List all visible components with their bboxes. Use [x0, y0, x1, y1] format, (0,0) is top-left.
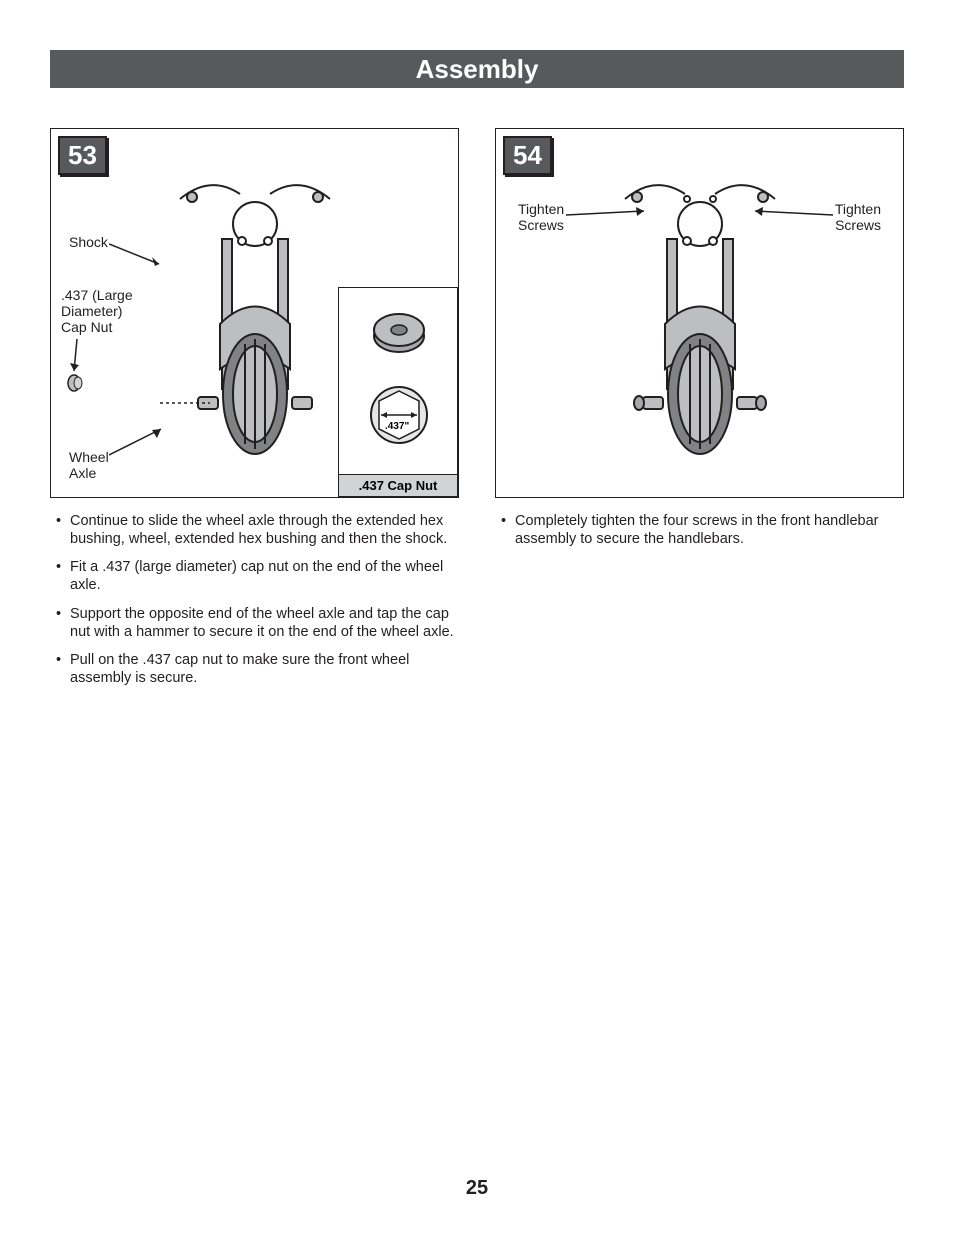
- callout-wheel-axle: Wheel Axle: [69, 449, 109, 481]
- leader-line: [109, 239, 164, 269]
- bullet-item: Continue to slide the wheel axle through…: [54, 512, 459, 548]
- callout-tighten-left: Tighten Screws: [518, 201, 564, 233]
- bullet-item: Completely tighten the four screws in th…: [499, 512, 904, 548]
- section-header: Assembly: [50, 50, 904, 88]
- instructions-right: Completely tighten the four screws in th…: [495, 512, 904, 548]
- step-number-badge: 53: [58, 136, 107, 175]
- figure-53: 53: [50, 128, 459, 498]
- callout-cap-nut: .437 (Large Diameter) Cap Nut: [61, 287, 133, 335]
- left-column: 53: [50, 128, 459, 697]
- callout-shock: Shock: [69, 234, 108, 250]
- instructions-left: Continue to slide the wheel axle through…: [50, 512, 459, 687]
- inset-dimension: .437": [385, 421, 409, 432]
- callout-tighten-right: Tighten Screws: [835, 201, 881, 233]
- leader-line: [109, 427, 169, 457]
- leader-line: [69, 339, 89, 379]
- section-title: Assembly: [416, 54, 539, 84]
- figure-54: 54: [495, 128, 904, 498]
- step-number-badge: 54: [503, 136, 552, 175]
- bullet-item: Pull on the .437 cap nut to make sure th…: [54, 651, 459, 687]
- bullet-item: Support the opposite end of the wheel ax…: [54, 605, 459, 641]
- cap-nut-side-icon: [369, 308, 429, 358]
- bullet-item: Fit a .437 (large diameter) cap nut on t…: [54, 558, 459, 594]
- right-column: 54: [495, 128, 904, 697]
- inset-cap-nut: .437" .437 Cap Nut: [338, 287, 458, 497]
- inset-label: .437 Cap Nut: [339, 474, 457, 496]
- page-number: 25: [0, 1177, 954, 1200]
- content-columns: 53: [50, 128, 904, 697]
- motorcycle-front-illustration: [160, 169, 350, 469]
- leader-line: [748, 207, 833, 227]
- cap-nut-top-icon: [367, 383, 431, 447]
- leader-line: [566, 207, 651, 227]
